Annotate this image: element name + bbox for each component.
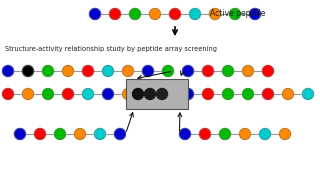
Circle shape xyxy=(83,88,93,99)
Circle shape xyxy=(199,129,211,139)
Circle shape xyxy=(102,66,114,77)
Circle shape xyxy=(132,88,143,99)
Circle shape xyxy=(243,66,253,77)
Circle shape xyxy=(250,9,260,19)
Circle shape xyxy=(83,66,93,77)
Circle shape xyxy=(54,129,66,139)
Circle shape xyxy=(203,88,213,99)
Circle shape xyxy=(222,66,234,77)
Circle shape xyxy=(14,129,26,139)
Circle shape xyxy=(115,129,125,139)
Circle shape xyxy=(123,66,133,77)
Circle shape xyxy=(43,66,53,77)
Circle shape xyxy=(189,9,201,19)
Circle shape xyxy=(180,129,190,139)
Circle shape xyxy=(109,9,121,19)
Circle shape xyxy=(22,88,34,99)
Circle shape xyxy=(170,9,180,19)
Circle shape xyxy=(260,129,270,139)
Circle shape xyxy=(262,88,274,99)
Circle shape xyxy=(145,88,156,99)
Circle shape xyxy=(22,66,34,77)
Circle shape xyxy=(102,88,114,99)
Circle shape xyxy=(210,9,220,19)
Circle shape xyxy=(142,88,154,99)
Circle shape xyxy=(149,9,161,19)
Circle shape xyxy=(3,88,13,99)
Circle shape xyxy=(130,9,140,19)
Circle shape xyxy=(3,66,13,77)
Circle shape xyxy=(182,88,194,99)
Circle shape xyxy=(75,129,85,139)
Circle shape xyxy=(302,88,314,99)
Circle shape xyxy=(123,88,133,99)
Circle shape xyxy=(222,88,234,99)
Text: Structure-activity relationship study by peptide array screening: Structure-activity relationship study by… xyxy=(5,46,217,52)
Bar xyxy=(126,79,188,109)
Circle shape xyxy=(62,88,74,99)
Circle shape xyxy=(90,9,100,19)
Circle shape xyxy=(243,88,253,99)
Circle shape xyxy=(62,66,74,77)
Circle shape xyxy=(43,88,53,99)
Circle shape xyxy=(239,129,251,139)
Circle shape xyxy=(35,129,45,139)
Circle shape xyxy=(203,66,213,77)
Circle shape xyxy=(142,66,154,77)
Circle shape xyxy=(156,88,167,99)
Circle shape xyxy=(279,129,291,139)
Circle shape xyxy=(283,88,293,99)
Circle shape xyxy=(229,9,241,19)
Text: Active peptide: Active peptide xyxy=(210,9,265,19)
Circle shape xyxy=(94,129,106,139)
Circle shape xyxy=(182,66,194,77)
Circle shape xyxy=(262,66,274,77)
Circle shape xyxy=(220,129,230,139)
Circle shape xyxy=(163,66,173,77)
